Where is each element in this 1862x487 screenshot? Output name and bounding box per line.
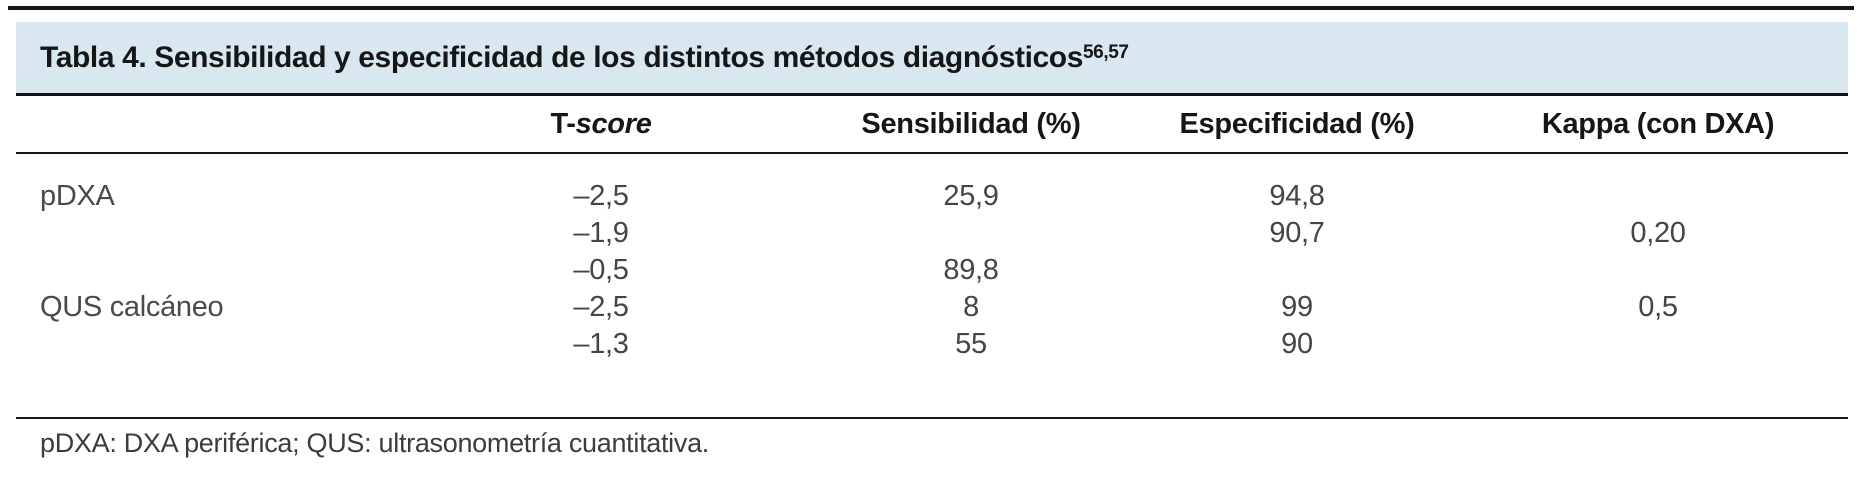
cell-sensitivity: 25,9 — [943, 180, 999, 212]
header-tscore-prefix: T- — [550, 107, 576, 140]
top-border-rule — [8, 6, 1854, 10]
cell-tscore: –2,5 — [573, 180, 629, 212]
cell-tscore: –1,3 — [573, 328, 629, 360]
cell-sensitivity: 8 — [963, 291, 979, 323]
table-title-citation: 56,57 — [1083, 41, 1129, 63]
cell-specificity: 90 — [1281, 328, 1313, 360]
table-footnote: pDXA: DXA periférica; QUS: ultrasonometr… — [40, 428, 709, 458]
cell-tscore: –1,9 — [573, 217, 629, 249]
table-row: –0,5 89,8 — [16, 252, 1848, 289]
cell-tscore: –0,5 — [573, 254, 629, 286]
table-header-row: T-score Sensibilidad (%) Especificidad (… — [16, 96, 1848, 154]
header-kappa: Kappa (con DXA) — [1541, 107, 1775, 140]
cell-kappa: 0,20 — [1630, 217, 1686, 249]
table-title-text: Tabla 4. Sensibilidad y especificidad de… — [40, 40, 1084, 74]
header-sensitivity: Sensibilidad (%) — [861, 107, 1081, 140]
cell-specificity: 90,7 — [1269, 217, 1325, 249]
cell-kappa: 0,5 — [1638, 291, 1678, 323]
cell-tscore: –2,5 — [573, 291, 629, 323]
cell-specificity: 99 — [1281, 291, 1313, 323]
table-title-bar: Tabla 4. Sensibilidad y especificidad de… — [16, 22, 1848, 96]
header-tscore: T-score — [386, 108, 816, 141]
header-specificity: Especificidad (%) — [1179, 107, 1415, 140]
table-title: Tabla 4. Sensibilidad y especificidad de… — [40, 41, 1129, 75]
cell-sensitivity: 89,8 — [943, 254, 999, 286]
cell-method: QUS calcáneo — [40, 291, 224, 323]
cell-method: pDXA — [40, 180, 115, 212]
header-tscore-word: score — [575, 107, 652, 140]
table-body: pDXA –2,5 25,9 94,8 –1,9 90,7 0,20 –0,5 … — [16, 154, 1848, 419]
rule-gap — [1451, 391, 1456, 395]
table-row: QUS calcáneo –2,5 8 99 0,5 — [16, 289, 1848, 326]
rule-gap — [1451, 128, 1456, 132]
table-row: –1,9 90,7 0,20 — [16, 215, 1848, 252]
diagnostics-table: Tabla 4. Sensibilidad y especificidad de… — [16, 22, 1848, 419]
cell-specificity: 94,8 — [1269, 180, 1325, 212]
cell-sensitivity: 55 — [955, 328, 987, 360]
table-row: –1,3 55 90 — [16, 326, 1848, 363]
table-row: pDXA –2,5 25,9 94,8 — [16, 178, 1848, 215]
